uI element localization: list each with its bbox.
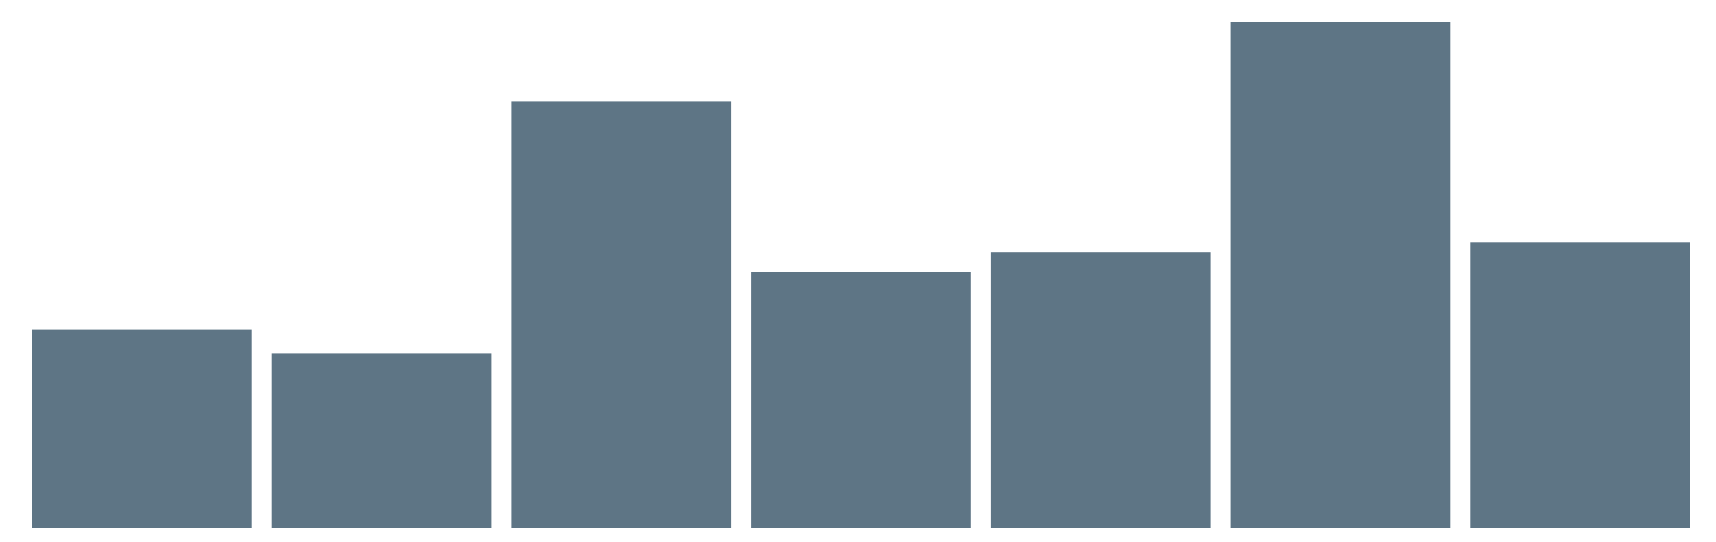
bar-series [32,22,1690,529]
bar-2 [271,353,492,528]
bar-3 [511,101,732,529]
bar-4 [751,272,971,528]
bar-6 [1230,22,1451,528]
bar-5 [990,252,1211,528]
bar-7 [1470,242,1690,529]
bar-1 [32,329,252,528]
